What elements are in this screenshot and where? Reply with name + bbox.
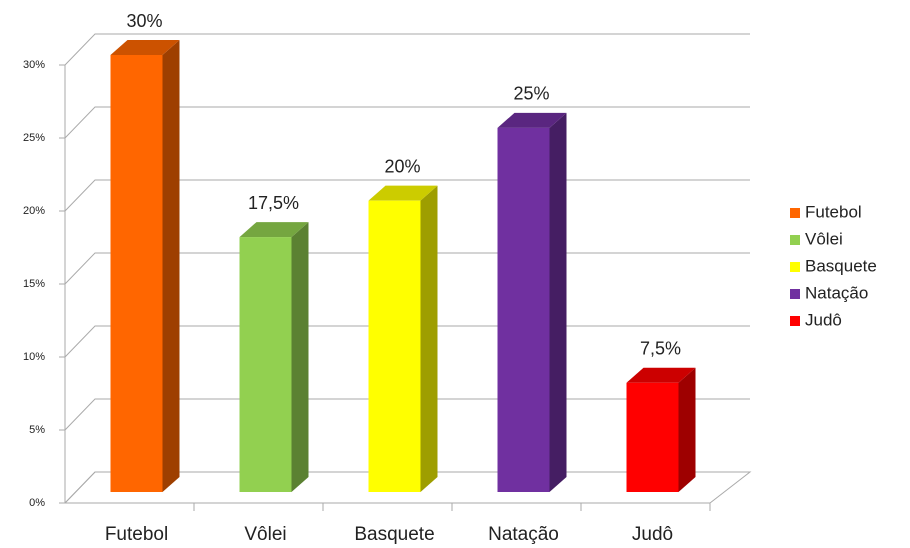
bar-top [368, 185, 438, 201]
bar-top [110, 40, 180, 55]
legend-swatch [790, 208, 800, 218]
value-label: 25% [513, 84, 549, 104]
x-tick-label: Judô [632, 524, 673, 545]
bar [626, 382, 679, 492]
y-tick-label: 10% [23, 351, 45, 363]
bar-side [291, 222, 309, 493]
x-tick-label: Vôlei [244, 524, 286, 545]
bar [110, 55, 163, 492]
legend-label: Basquete [805, 256, 877, 275]
bar [368, 200, 421, 492]
bar [239, 237, 292, 492]
legend-swatch [790, 262, 800, 272]
legend-swatch [790, 316, 800, 326]
legend-label: Vôlei [805, 229, 843, 248]
bar-top [626, 367, 696, 383]
y-tick-label: 15% [23, 278, 45, 290]
bar-top [497, 112, 567, 128]
bar-side [549, 112, 567, 492]
y-tick-label: 25% [23, 132, 45, 144]
y-tick-label: 20% [23, 205, 45, 217]
bar-side [420, 185, 438, 492]
y-tick-label: 30% [23, 59, 45, 71]
grid-line [64, 33, 750, 66]
bar-top [239, 222, 309, 238]
legend-label: Natação [805, 283, 868, 302]
legend-swatch [790, 289, 800, 299]
legend-label: Judô [805, 310, 842, 329]
value-label: 20% [384, 156, 420, 176]
y-tick-label: 0% [29, 497, 45, 509]
bar-side [162, 40, 180, 492]
legend-label: Futebol [805, 202, 862, 221]
value-label: 30% [126, 11, 162, 31]
value-label: 17,5% [248, 193, 299, 213]
bar [497, 127, 550, 492]
bar-side [678, 367, 696, 492]
legend-swatch [790, 235, 800, 245]
value-label: 7,5% [640, 339, 681, 359]
x-tick-label: Basquete [354, 524, 434, 545]
x-tick-label: Natação [488, 524, 559, 545]
grid-line [64, 106, 750, 139]
x-tick-label: Futebol [105, 524, 168, 545]
y-tick-label: 5% [29, 424, 45, 436]
